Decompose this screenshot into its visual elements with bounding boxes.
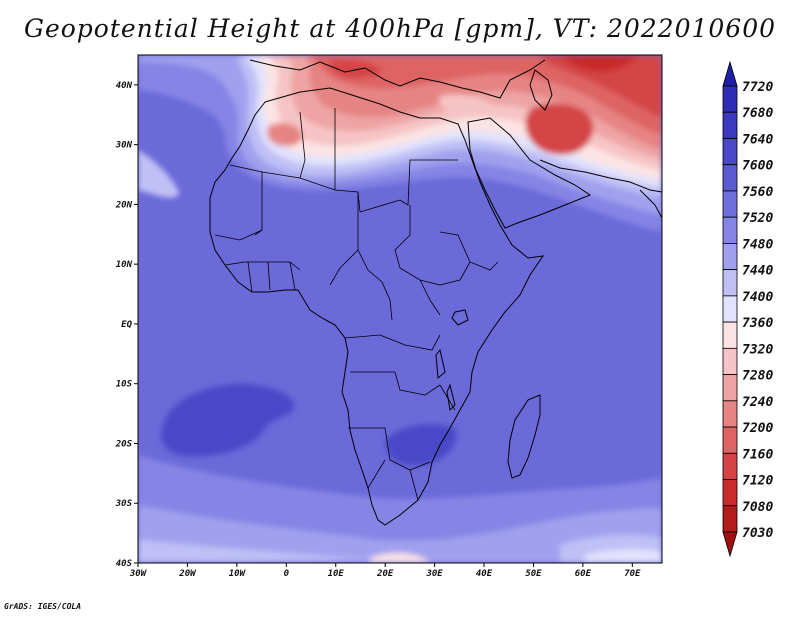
colorbar-label: 7560 (742, 185, 773, 200)
colorbar-swatch (722, 400, 738, 428)
colorbar-label: 7720 (742, 80, 773, 95)
lon-tick-label: 40E (476, 569, 493, 579)
india-coast (639, 189, 662, 219)
lon-tick-label: 20E (376, 569, 394, 579)
lat-tick-label: 40S (116, 559, 133, 569)
lat-tick-label: 30S (115, 499, 133, 509)
lon-tick-label: 10W (229, 569, 247, 579)
colorbar-label: 7200 (742, 421, 773, 436)
europe-coastline (249, 59, 546, 99)
lon-tick-label: 50E (525, 569, 542, 579)
lon-tick-label: 30W (129, 569, 148, 579)
colorbar-swatch (722, 426, 738, 454)
colorbar-label: 7680 (742, 106, 773, 121)
lon-tick-label: 10E (328, 569, 345, 579)
colorbar-label: 7640 (742, 132, 773, 147)
colorbar-label: 7240 (742, 395, 773, 410)
colorbar-label: 7160 (742, 447, 773, 462)
iran-coast (539, 159, 662, 193)
plot-frame (137, 54, 663, 564)
credit-text: GrADS: IGES/COLA (4, 602, 82, 611)
lat-tick-label: 10S (116, 380, 133, 390)
colorbar-swatch (722, 452, 738, 480)
colorbar-swatch (722, 374, 738, 402)
southern-bands (138, 455, 662, 563)
colorbar-swatch (722, 243, 738, 271)
dark-cells (161, 384, 457, 466)
colorbar-swatch (722, 321, 738, 349)
colorbar-label: 7120 (742, 474, 773, 489)
colorbar-label: 7480 (742, 237, 773, 252)
lon-tick-label: 20W (178, 569, 197, 579)
lake-victoria (451, 309, 469, 326)
colorbar-swatch (722, 531, 738, 558)
lon-tick-label: 70E (624, 569, 641, 579)
colorbar-label: 7320 (742, 342, 773, 357)
map-title: Geopotential Height at 400hPa [gpm], VT:… (23, 14, 777, 43)
lon-tick-label: 0 (284, 569, 290, 579)
lake-malawi (446, 383, 456, 412)
lon-tick-label: 60E (575, 569, 592, 579)
colorbar-swatch (722, 164, 738, 192)
colorbar-label: 7520 (742, 211, 773, 226)
colorbar-label: 7030 (742, 526, 773, 541)
africa-coastline (209, 87, 545, 526)
lat-axis: 40N 30N 20N 10N EQ 10S 20S 30S 40S (115, 81, 138, 569)
colorbar-swatch (722, 111, 738, 139)
lat-tick-label: 10N (116, 260, 133, 270)
madagascar-coastline (507, 394, 541, 479)
colorbar: 7720 7680 7640 7600 7560 7520 7480 7440 7400 7360… (722, 60, 773, 558)
colorbar-swatch (722, 190, 738, 218)
lon-axis: 30W 20W 10W 0 10E 20E 30E 40E 50E 60E 70E (129, 563, 641, 579)
lat-tick-label: 30N (115, 141, 133, 151)
colorbar-swatch (722, 138, 738, 166)
lat-tick-label: 40N (116, 81, 133, 91)
caspian-coastline (529, 69, 553, 111)
northern-bands (138, 55, 662, 232)
colorbar-swatch (722, 85, 738, 113)
colorbar-label: 7400 (742, 290, 773, 305)
colorbar-label: 7080 (742, 500, 773, 515)
colorbar-swatch (722, 295, 738, 323)
lat-tick-label: 20S (115, 439, 133, 449)
colorbar-swatch (722, 216, 738, 244)
lake-tanganyika (435, 348, 446, 380)
colorbar-swatch (722, 60, 738, 87)
colorbar-swatch (722, 347, 738, 375)
colorbar-swatch (722, 269, 738, 297)
lat-tick-label: EQ (121, 320, 132, 330)
colorbar-label: 7360 (742, 316, 773, 331)
lon-tick-label: 30E (425, 569, 443, 579)
arabia-coastline (467, 117, 592, 229)
lat-tick-label: 20N (115, 200, 133, 210)
colorbar-label: 7280 (742, 369, 773, 384)
coastlines (209, 59, 662, 526)
colorbar-label: 7600 (742, 159, 773, 174)
colorbar-label: 7440 (742, 264, 773, 279)
colorbar-swatch (722, 479, 738, 507)
contour-field (138, 55, 662, 563)
colorbar-swatch (722, 505, 738, 533)
